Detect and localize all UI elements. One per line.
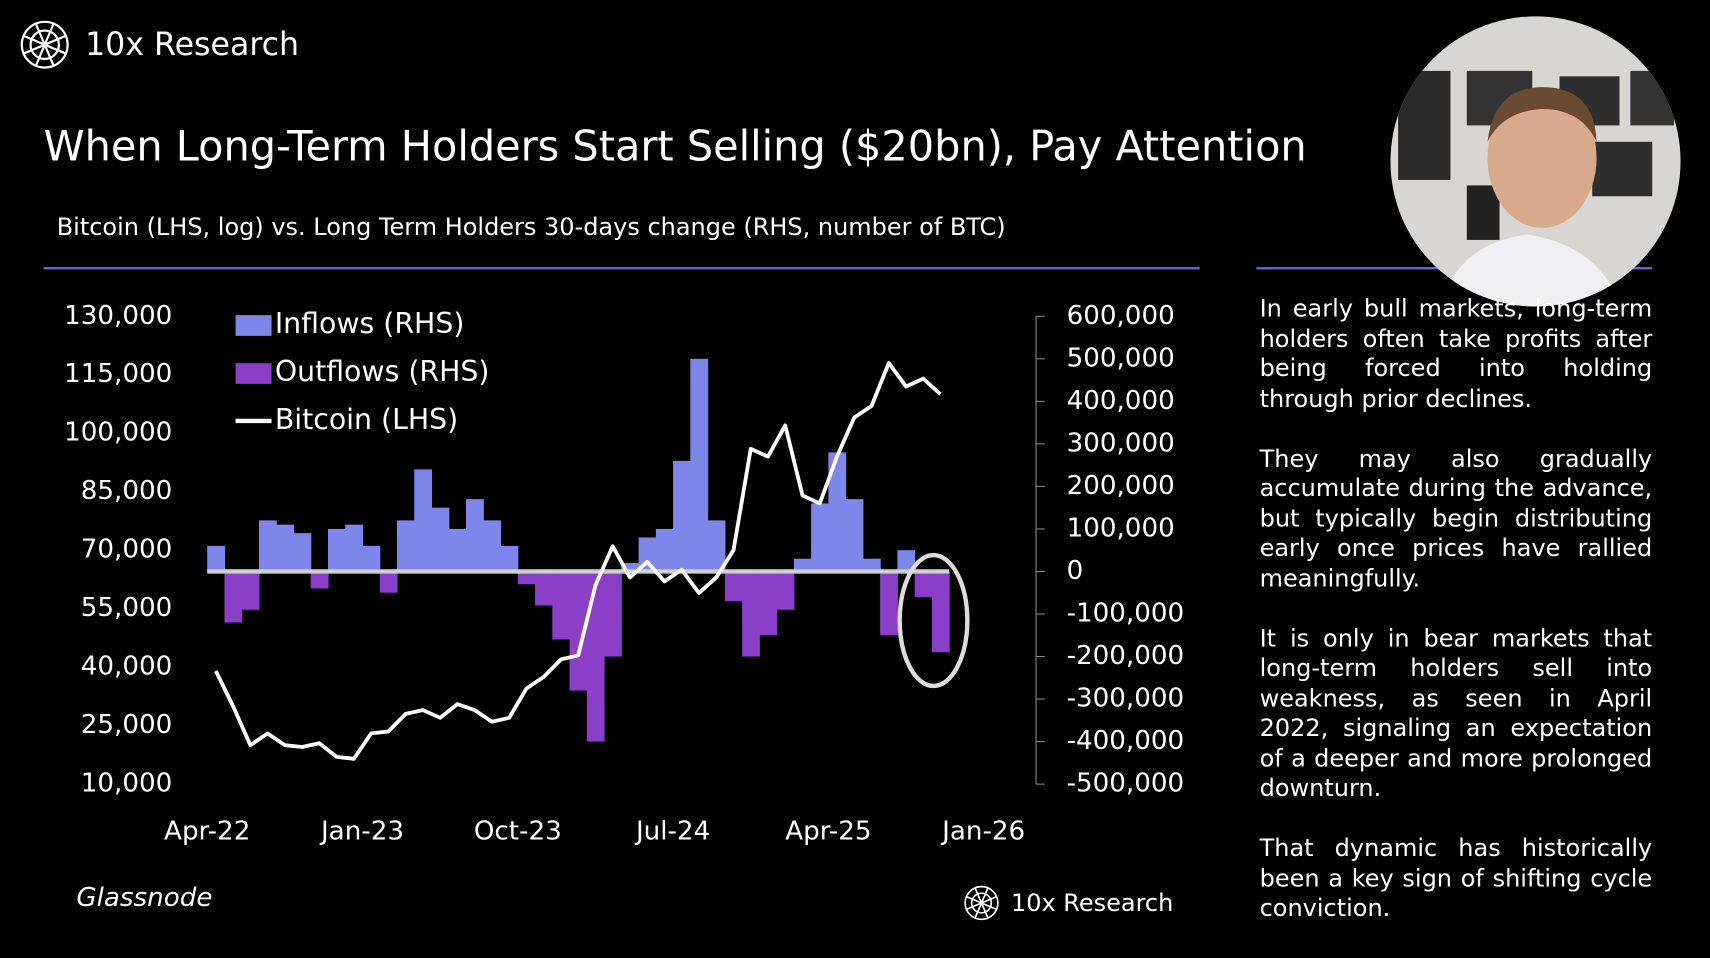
flow-bar: [517, 571, 536, 585]
flow-bar: [379, 571, 398, 593]
y-tick-label: 25,000: [81, 710, 173, 740]
commentary: In early bull markets, long-term holders…: [1260, 294, 1653, 954]
flow-bar: [293, 533, 312, 572]
flow-bar: [811, 503, 829, 572]
flow-bar: [845, 499, 864, 572]
paragraph: It is only in bear markets that long-ter…: [1259, 625, 1653, 803]
logo: [20, 20, 69, 69]
flow-bar: [862, 558, 881, 572]
y-tick-label: 70,000: [81, 535, 173, 565]
x-tick-label: Apr-25: [785, 817, 871, 847]
flow-bar: [207, 545, 226, 572]
plot-area: 10,000 25,000 40,000 55,000 70,000 85,000 100,…: [64, 301, 1184, 847]
source: Glassnode: [76, 883, 212, 913]
flow-bar: [466, 499, 484, 572]
y2-tick-label: 0: [1067, 556, 1084, 586]
flow-bar: [776, 571, 795, 610]
chart-subtitle: Bitcoin (LHS, log) vs. Long Term Holders…: [57, 213, 1006, 241]
y-tick-label: 85,000: [81, 476, 173, 506]
flow-bar: [448, 528, 467, 572]
flow-bar: [397, 520, 415, 572]
flow-bar: [224, 571, 243, 623]
y-tick-label: 40,000: [81, 652, 173, 682]
y-tick-label: 10,000: [81, 769, 173, 799]
flow-bar: [362, 545, 381, 572]
y-tick-label: 100,000: [64, 418, 172, 448]
y2-tick-label: -100,000: [1067, 598, 1185, 628]
flow-bar: [707, 520, 726, 572]
x-tick-label: Apr-22: [164, 817, 250, 847]
y-tick-label: 55,000: [81, 593, 173, 623]
flow-bar: [828, 452, 847, 572]
y-tick-label: 115,000: [64, 359, 172, 389]
paragraph: In early bull markets, long-term holders…: [1259, 295, 1653, 413]
flow-bar: [759, 571, 778, 636]
y2-tick-label: -400,000: [1067, 726, 1185, 756]
flow-bar: [914, 571, 933, 597]
footer-logo: [964, 885, 999, 921]
legend-swatch: [235, 363, 272, 384]
paragraph: That dynamic has historically been a key…: [1259, 835, 1653, 923]
flow-bar: [276, 524, 295, 572]
flow-bar: [586, 571, 605, 742]
y2-tick-label: 500,000: [1067, 343, 1175, 373]
flow-bar: [931, 571, 950, 653]
legend-label: Inflows (RHS): [275, 307, 465, 340]
flow-bar: [793, 558, 812, 572]
y2-tick-label: 600,000: [1067, 301, 1175, 331]
y2-tick-label: -200,000: [1067, 641, 1185, 671]
flow-bar: [724, 571, 743, 602]
legend-label: Bitcoin (LHS): [275, 403, 458, 436]
webcam: [1390, 16, 1681, 307]
y2-tick-label: 100,000: [1067, 513, 1175, 543]
y2-tick-label: 400,000: [1067, 386, 1175, 416]
flow-bar: [500, 545, 519, 572]
flow-bar: [258, 520, 277, 572]
x-tick-label: Jan-26: [940, 817, 1025, 847]
flow-bar: [431, 507, 450, 572]
flow-bar: [742, 571, 760, 657]
flow-bar: [241, 571, 260, 610]
flow-bar: [327, 528, 346, 572]
x-tick-label: Jan-23: [319, 817, 404, 847]
price-line: [214, 361, 942, 761]
brand: 10x Research: [85, 27, 299, 63]
flow-bar: [310, 571, 329, 589]
y-tick-label: 130,000: [64, 301, 172, 331]
flow-bar: [638, 537, 657, 572]
flow-bar: [483, 520, 502, 572]
y2-tick-label: 200,000: [1067, 471, 1175, 501]
flow-bar: [655, 528, 674, 572]
flow-bar: [604, 571, 622, 657]
flow-bar: [569, 571, 588, 691]
x-tick-label: Jul-24: [634, 817, 710, 847]
highlight-circle: [897, 552, 970, 689]
flow-bar: [897, 550, 916, 572]
flow-bar: [690, 358, 709, 572]
flow-bar: [673, 460, 691, 572]
y2-tick-label: 300,000: [1067, 428, 1175, 458]
footer-brand: 10x Research: [1011, 889, 1173, 917]
flow-bar: [552, 571, 571, 640]
flow-bar: [621, 562, 640, 572]
legend-swatch: [235, 315, 272, 336]
y2-tick-label: -300,000: [1067, 684, 1185, 714]
flow-bar: [345, 524, 364, 572]
flow-bar: [535, 571, 553, 606]
x-tick-label: Oct-23: [474, 817, 562, 847]
flow-bar: [414, 469, 433, 572]
paragraph: They may also gradually accumulate durin…: [1259, 445, 1653, 593]
chart-title: When Long-Term Holders Start Selling ($2…: [44, 122, 1307, 170]
legend-label: Outflows (RHS): [275, 355, 490, 388]
y2-tick-label: -500,000: [1067, 769, 1185, 799]
flow-bar: [880, 571, 898, 636]
